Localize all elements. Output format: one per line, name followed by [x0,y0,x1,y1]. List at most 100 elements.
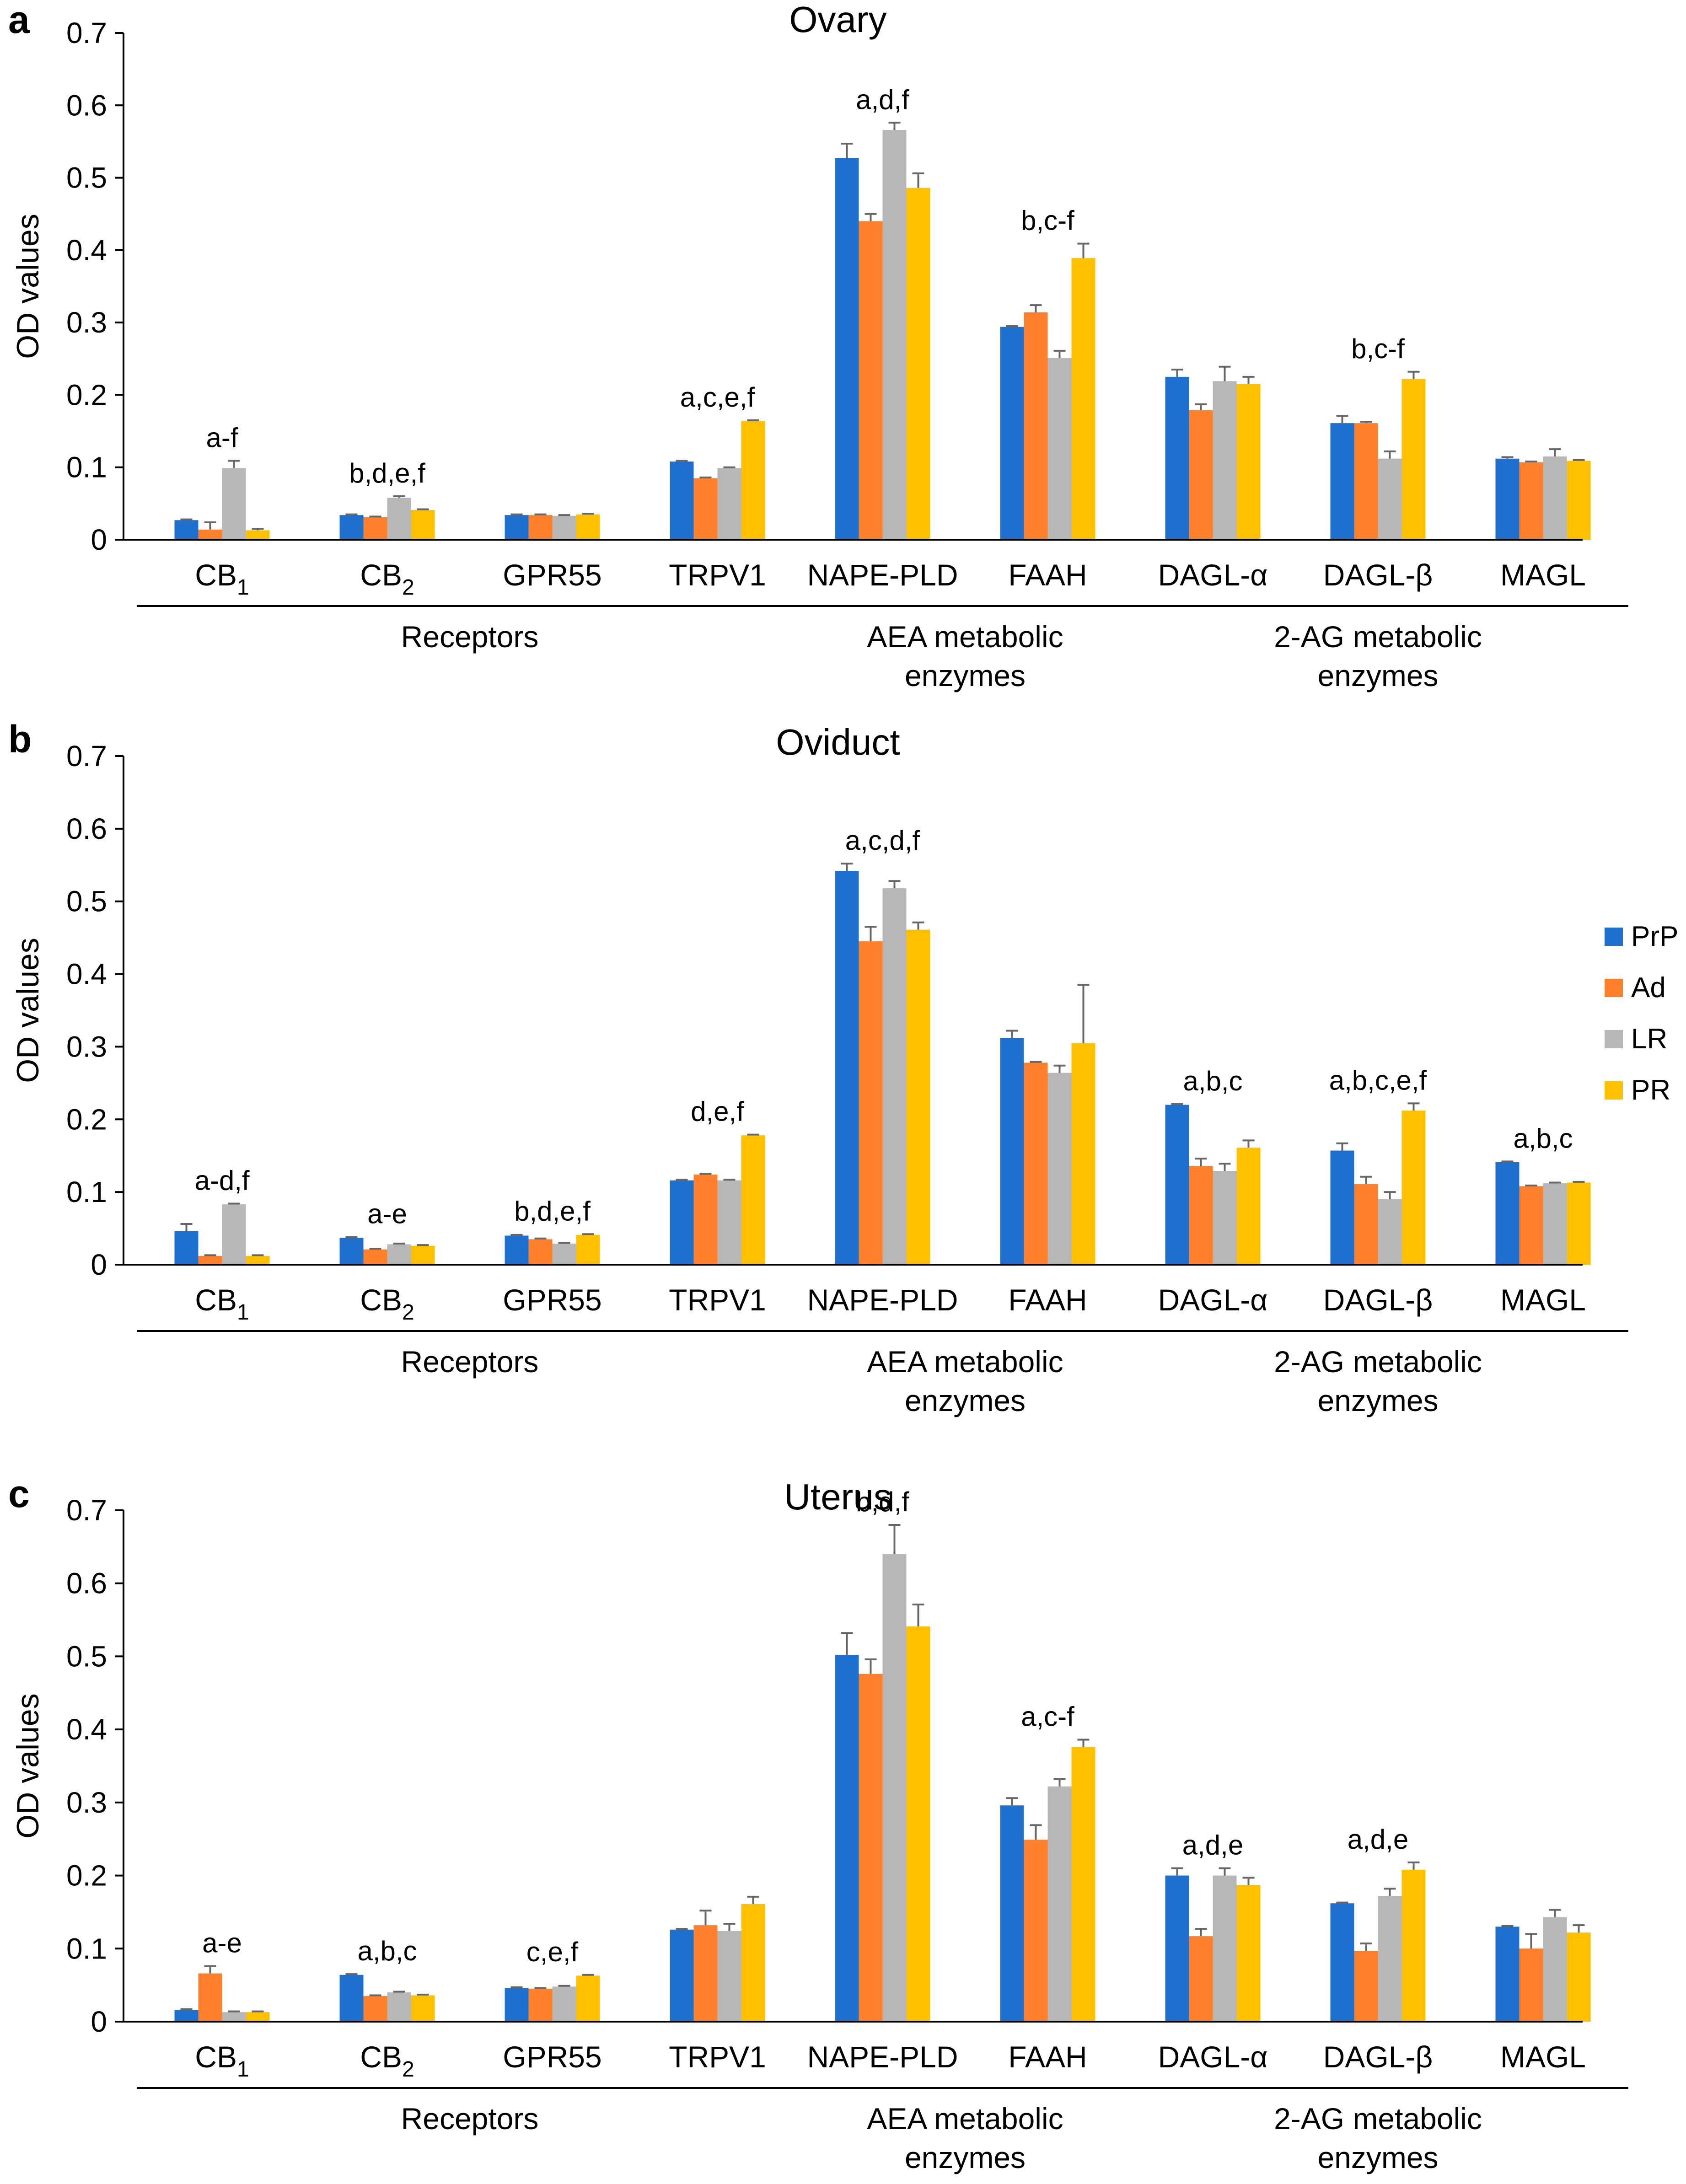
bar-lr [882,130,907,540]
y-tick-label: 0.1 [66,1175,107,1208]
bar-lr [387,1992,411,2022]
bar-prp [835,158,859,540]
bar-lr [222,468,246,540]
bar-pr [1236,384,1261,540]
x-category-label: FAAH [1008,558,1087,592]
y-tick-label: 0.3 [66,1030,107,1063]
group-label: Receptors [401,2102,539,2136]
x-category-label: DAGL-β [1323,2040,1433,2074]
significance-label: a,b,c [1183,1066,1242,1096]
x-category-label: DAGL-β [1323,1283,1433,1317]
legend-swatch-ad [1605,979,1623,997]
bar-ad [1189,1936,1213,2022]
category-name: TRPV1 [669,1283,766,1317]
group-label: AEA metabolic [867,2102,1063,2136]
bar-lr [552,515,576,540]
y-tick-label: 0.4 [66,958,107,991]
bar-ad [693,478,718,540]
bar-ad [528,515,553,540]
group-label: enzymes [1317,2141,1438,2174]
category-name: MAGL [1500,2040,1586,2074]
category-name: TRPV1 [669,2040,766,2074]
significance-label: a,d,e [1348,1824,1408,1855]
y-tick-label: 0.5 [66,1640,107,1673]
x-category-label: MAGL [1500,1283,1586,1317]
x-category-label: CB2 [360,1283,414,1325]
bar-pr [411,510,435,540]
bar-lr [387,498,411,540]
y-tick-label: 0.2 [66,1859,107,1892]
bar-ad [859,1674,883,2022]
group-label: AEA metabolic [867,620,1063,654]
bar-ad [1024,1840,1048,2022]
category-name: GPR55 [503,558,601,592]
category-name: DAGL-β [1323,2040,1433,2074]
group-label: enzymes [1317,659,1438,692]
bar-ad [1519,1186,1543,1265]
group-label: AEA metabolic [867,1345,1063,1379]
bar-ad [363,1249,387,1265]
bar-lr [1047,1073,1072,1265]
significance-label: c,e,f [526,1937,579,1967]
category-name: FAAH [1008,1283,1087,1317]
bar-pr [246,1256,270,1265]
bar-ad [1519,462,1543,540]
bar-prp [835,1655,859,2022]
y-tick-label: 0.5 [66,161,107,194]
bar-prp [505,515,529,540]
y-tick-label: 0.3 [66,1786,107,1819]
bar-prp [1165,1105,1189,1265]
bar-prp [505,1235,529,1265]
category-name: CB [360,1283,402,1317]
x-category-label: NAPE-PLD [807,1283,958,1317]
x-category-label: NAPE-PLD [807,558,958,592]
y-tick-label: 0.4 [66,234,107,267]
significance-label: b,d,f [856,1486,909,1517]
bar-ad [693,1175,718,1265]
significance-label: b,d,e,f [514,1196,591,1226]
y-tick-label: 0.6 [66,89,107,122]
legend-label: PR [1631,1074,1670,1106]
legend-label: LR [1631,1023,1667,1055]
bar-pr [411,1245,435,1265]
significance-label: a-e [202,1928,242,1959]
significance-label: a,d,e [1182,1830,1243,1861]
y-tick-label: 0.7 [66,16,107,49]
x-category-label: TRPV1 [669,1283,766,1317]
bar-pr [576,514,600,540]
category-name: DAGL-β [1323,1283,1433,1317]
category-name: CB [195,1283,237,1317]
bar-lr [1213,381,1237,540]
legend-swatch-lr [1605,1030,1623,1048]
bar-lr [552,1986,576,2022]
bar-prp [339,1238,364,1265]
bar-prp [1495,1162,1520,1265]
x-category-label: DAGL-β [1323,558,1433,592]
category-name: DAGL-α [1158,1283,1268,1317]
bar-lr [717,1931,741,2022]
significance-label: a-d,f [194,1165,249,1196]
group-label: enzymes [905,1384,1026,1417]
x-category-label: DAGL-α [1158,1283,1268,1317]
bar-lr [1213,1875,1237,2022]
bar-lr [882,888,907,1265]
significance-label: a,c,d,f [845,825,920,856]
bar-lr [1543,1917,1567,2022]
group-label: 2-AG metabolic [1274,620,1482,654]
x-category-label: NAPE-PLD [807,2040,958,2074]
category-name: CB [360,2040,402,2074]
y-tick-label: 0.4 [66,1713,107,1746]
category-subscript: 2 [402,575,414,600]
bar-prp [339,515,364,540]
group-label: Receptors [401,1345,539,1379]
bar-pr [1071,1747,1095,2022]
bar-lr [222,1204,246,1265]
group-label: enzymes [905,2141,1026,2174]
panel-label: c [8,1472,30,1515]
chart-panel-b: b Oviduct OD values 0 0.1 0.2 0.3 0.4 0.5 0.6 0.7 a… [8,718,1628,1417]
bar-prp [1000,327,1024,540]
group-label: enzymes [1317,1384,1438,1417]
y-axis-label: OD values [11,938,45,1083]
significance-label: d,e,f [691,1096,744,1127]
